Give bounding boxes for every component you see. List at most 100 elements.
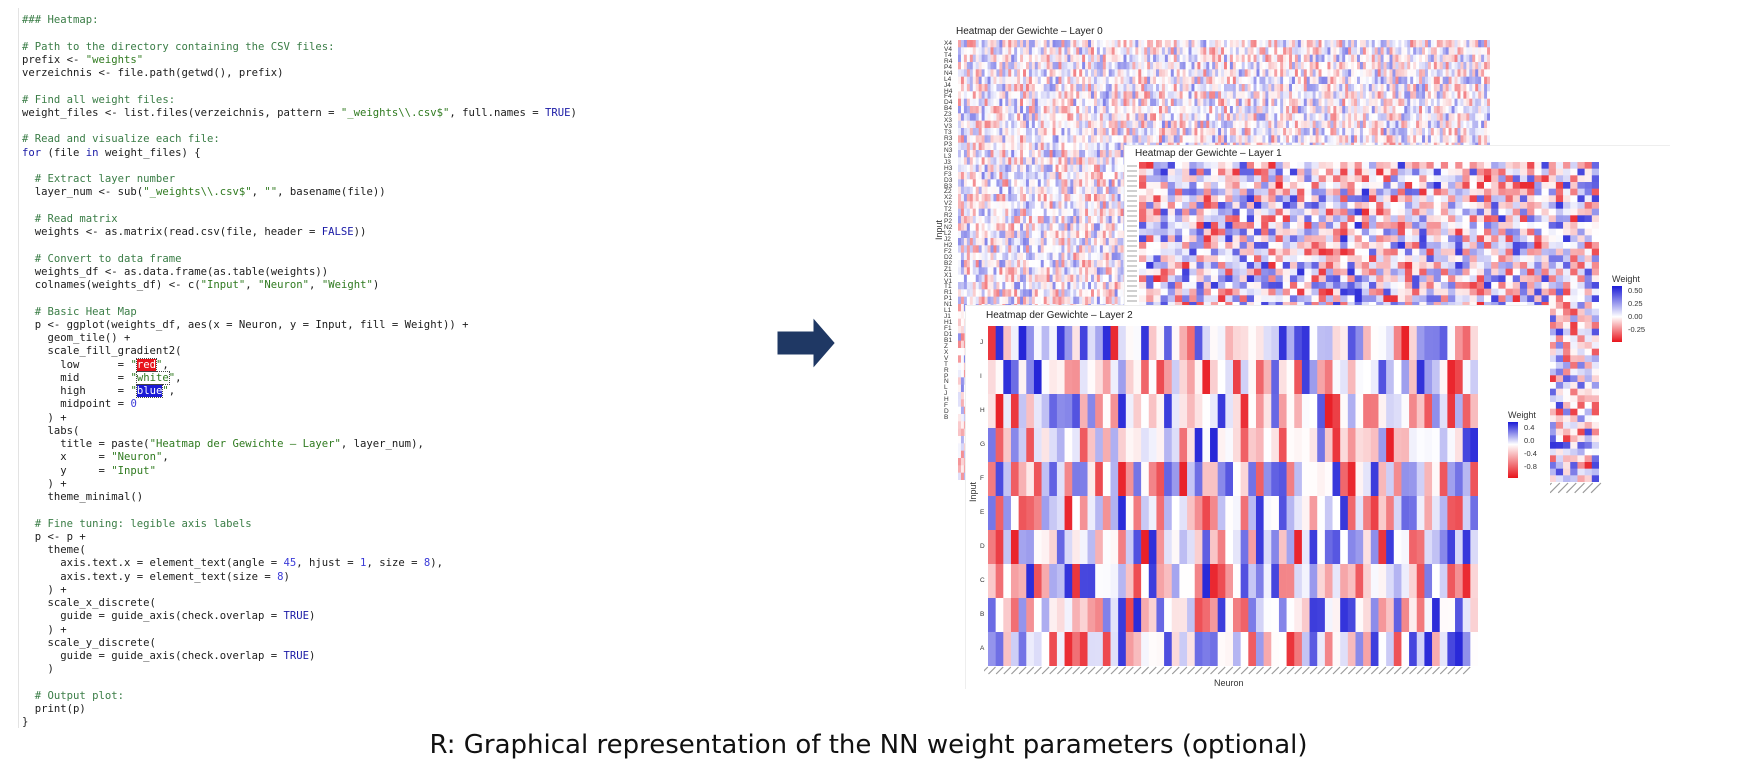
heatmap-cell <box>1215 76 1219 85</box>
heatmap-cell <box>1093 230 1098 239</box>
heatmap-cell <box>1008 150 1012 158</box>
heatmap-cell <box>1055 54 1059 63</box>
heatmap-cell <box>1354 106 1358 114</box>
heatmap-cell <box>993 128 997 136</box>
heatmap-cell <box>1212 40 1216 48</box>
heatmap-cell <box>1156 135 1160 143</box>
heatmap-cell <box>1247 120 1251 129</box>
heatmap-cell <box>1085 135 1089 143</box>
heatmap-cell <box>1475 76 1479 85</box>
heatmap-cell <box>978 113 982 121</box>
heatmap-cell <box>1439 98 1444 107</box>
heatmap-cell <box>1439 47 1444 55</box>
heatmap-cell <box>1055 120 1059 129</box>
heatmap-cell <box>1037 62 1042 70</box>
heatmap-cell <box>1262 120 1266 129</box>
code-editor[interactable]: ### Heatmap: # Path to the directory con… <box>18 8 679 728</box>
heatmap-cell <box>1297 84 1302 92</box>
heatmap-cell <box>1028 223 1033 231</box>
heatmap-cell <box>1126 40 1130 48</box>
heatmap-cell <box>1433 47 1438 55</box>
heatmap-cell <box>1235 91 1240 99</box>
heatmap-cell <box>1365 113 1370 121</box>
heatmap-cell <box>1093 208 1098 217</box>
heatmap-cell <box>1215 135 1219 143</box>
heatmap-cell <box>966 135 971 143</box>
heatmap-cell <box>1028 40 1033 48</box>
heatmap-cell <box>1120 91 1124 99</box>
heatmap-cell <box>1256 120 1260 129</box>
heatmap-cell <box>1354 120 1358 129</box>
heatmap-cell <box>1064 157 1068 165</box>
heatmap-cell <box>999 84 1003 92</box>
heatmap-cell <box>1076 223 1080 231</box>
heatmap-cell <box>1170 98 1175 107</box>
code-token: "Input" <box>111 464 156 477</box>
heatmap-cell <box>1277 69 1281 77</box>
heatmap-cell <box>1185 113 1189 121</box>
heatmap-cell <box>1401 47 1405 55</box>
heatmap-cell <box>1182 120 1186 129</box>
heatmap-cell <box>1336 69 1340 77</box>
heatmap-cell <box>1132 120 1136 129</box>
heatmap-cell <box>1433 106 1438 114</box>
heatmap-cell <box>1348 106 1352 114</box>
heatmap-cell <box>1147 91 1151 99</box>
heatmap-cell <box>1096 84 1101 92</box>
heatmap-cell <box>1436 120 1441 129</box>
heatmap-cell <box>1005 223 1009 231</box>
heatmap-cell <box>993 157 997 165</box>
heatmap-cell <box>978 128 982 136</box>
heatmap-cell <box>1058 47 1062 55</box>
heatmap-cell <box>1481 128 1485 136</box>
heatmap-cell <box>996 230 1000 239</box>
heatmap-cell <box>958 201 962 209</box>
heatmap-cell <box>1377 40 1381 48</box>
heatmap-cell <box>1389 76 1393 85</box>
heatmap-cell <box>1073 208 1077 217</box>
heatmap-cell <box>1170 135 1175 143</box>
heatmap-cell <box>1238 128 1243 136</box>
heatmap-cell <box>969 91 974 99</box>
heatmap-cell <box>1073 216 1077 224</box>
heatmap-cell <box>1058 120 1062 129</box>
heatmap-cell <box>1280 76 1284 85</box>
y-tick-label: N3 <box>944 146 953 154</box>
heatmap-cell <box>1111 106 1115 114</box>
heatmap-cell <box>1023 54 1027 63</box>
heatmap-cell <box>1129 69 1133 77</box>
heatmap-cell <box>1037 157 1042 165</box>
y-tick-label: R3 <box>944 135 953 142</box>
heatmap-cell <box>969 201 974 209</box>
heatmap-cell <box>1460 106 1464 114</box>
code-token: weights_df <- as.data.frame(as.table(wei… <box>22 265 329 278</box>
heatmap-cell <box>1031 157 1036 165</box>
heatmap-cell <box>1002 69 1006 77</box>
heatmap-cell <box>1067 84 1071 92</box>
heatmap-cell <box>1005 194 1009 202</box>
heatmap-cell <box>1478 98 1482 107</box>
heatmap-cell <box>1008 223 1012 231</box>
heatmap-cell <box>1120 223 1124 231</box>
heatmap-cell <box>1351 40 1355 48</box>
heatmap-cell <box>1055 186 1059 195</box>
heatmap-cell <box>1253 54 1257 63</box>
heatmap-cell <box>1028 91 1033 99</box>
heatmap-cell <box>1111 216 1115 224</box>
heatmap-cell <box>1070 164 1074 173</box>
heatmap-cell <box>1218 98 1222 107</box>
heatmap-cell <box>1330 47 1334 55</box>
heatmap-cell <box>1117 186 1121 195</box>
heatmap-cell <box>1294 47 1299 55</box>
heatmap-cell <box>1348 84 1352 92</box>
heatmap-cell <box>1082 54 1086 63</box>
heatmap-cell <box>1028 208 1033 217</box>
heatmap-cell <box>1191 62 1195 70</box>
heatmap-cell <box>1395 62 1399 70</box>
heatmap-cell <box>1484 47 1488 55</box>
heatmap-cell <box>1005 150 1009 158</box>
heatmap-cell <box>1472 54 1476 63</box>
heatmap-cell <box>1359 84 1364 92</box>
heatmap-cell <box>1413 62 1417 70</box>
heatmap-cell <box>1070 84 1074 92</box>
